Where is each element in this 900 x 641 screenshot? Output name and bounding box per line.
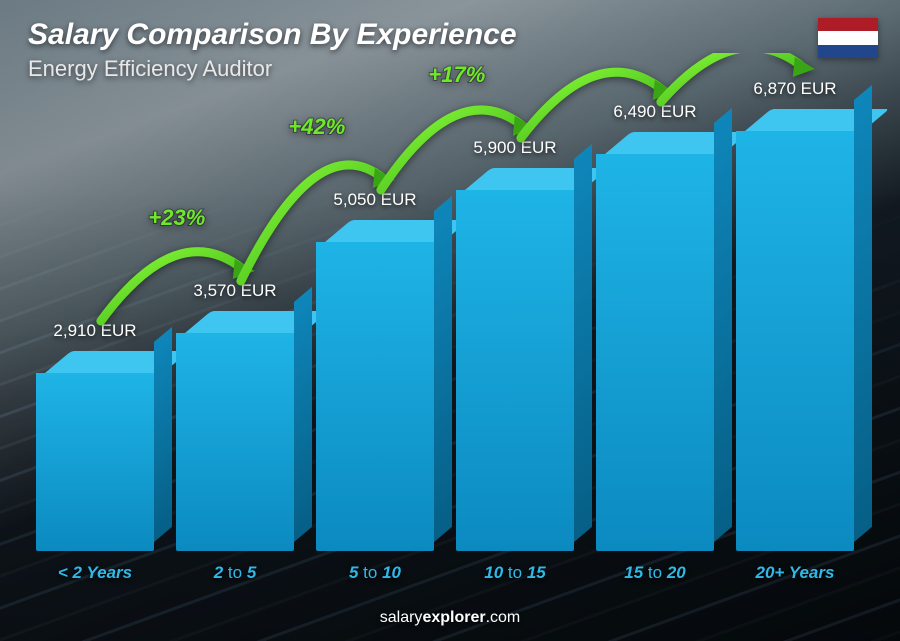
bar bbox=[736, 109, 854, 551]
bar-value-label: 6,490 EUR bbox=[613, 102, 696, 122]
bar-column: 5,900 EUR 10 to 15 bbox=[452, 138, 578, 583]
bar-value-label: 3,570 EUR bbox=[193, 281, 276, 301]
bar-x-label: 2 to 5 bbox=[214, 563, 257, 583]
page-title: Salary Comparison By Experience bbox=[28, 18, 517, 52]
bar-value-label: 5,900 EUR bbox=[473, 138, 556, 158]
bar-column: 2,910 EUR < 2 Years bbox=[32, 321, 158, 583]
footer-site: salaryexplorer.com bbox=[0, 609, 900, 627]
bar-column: 6,490 EUR 15 to 20 bbox=[592, 102, 718, 583]
bar-value-label: 6,870 EUR bbox=[753, 79, 836, 99]
bar bbox=[36, 351, 154, 551]
bar bbox=[316, 220, 434, 551]
bar bbox=[596, 132, 714, 551]
bar-value-label: 2,910 EUR bbox=[53, 321, 136, 341]
bar-value-label: 5,050 EUR bbox=[333, 190, 416, 210]
bar-x-label: 10 to 15 bbox=[484, 563, 546, 583]
bar bbox=[176, 311, 294, 551]
bar-x-label: 20+ Years bbox=[756, 563, 835, 583]
bar bbox=[456, 168, 574, 551]
bar-x-label: 15 to 20 bbox=[624, 563, 686, 583]
bar-column: 6,870 EUR 20+ Years bbox=[732, 79, 858, 583]
page-subtitle: Energy Efficiency Auditor bbox=[28, 56, 517, 82]
netherlands-flag-icon bbox=[818, 18, 878, 58]
bar-column: 3,570 EUR 2 to 5 bbox=[172, 281, 298, 583]
salary-bar-chart: 2,910 EUR < 2 Years 3,570 EUR 2 to 5 5,050 E… bbox=[32, 83, 858, 583]
bar-column: 5,050 EUR 5 to 10 bbox=[312, 190, 438, 583]
bar-x-label: 5 to 10 bbox=[349, 563, 401, 583]
header: Salary Comparison By Experience Energy E… bbox=[28, 18, 517, 82]
bar-x-label: < 2 Years bbox=[58, 563, 132, 583]
